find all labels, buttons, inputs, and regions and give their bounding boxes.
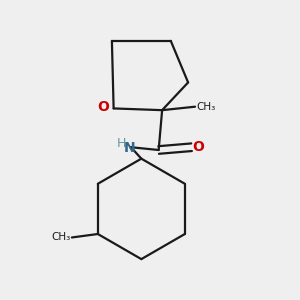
- Text: O: O: [97, 100, 109, 114]
- Text: H: H: [117, 136, 126, 150]
- Text: CH₃: CH₃: [197, 102, 216, 112]
- Text: N: N: [123, 141, 135, 155]
- Text: CH₃: CH₃: [51, 232, 70, 242]
- Text: O: O: [193, 140, 204, 154]
